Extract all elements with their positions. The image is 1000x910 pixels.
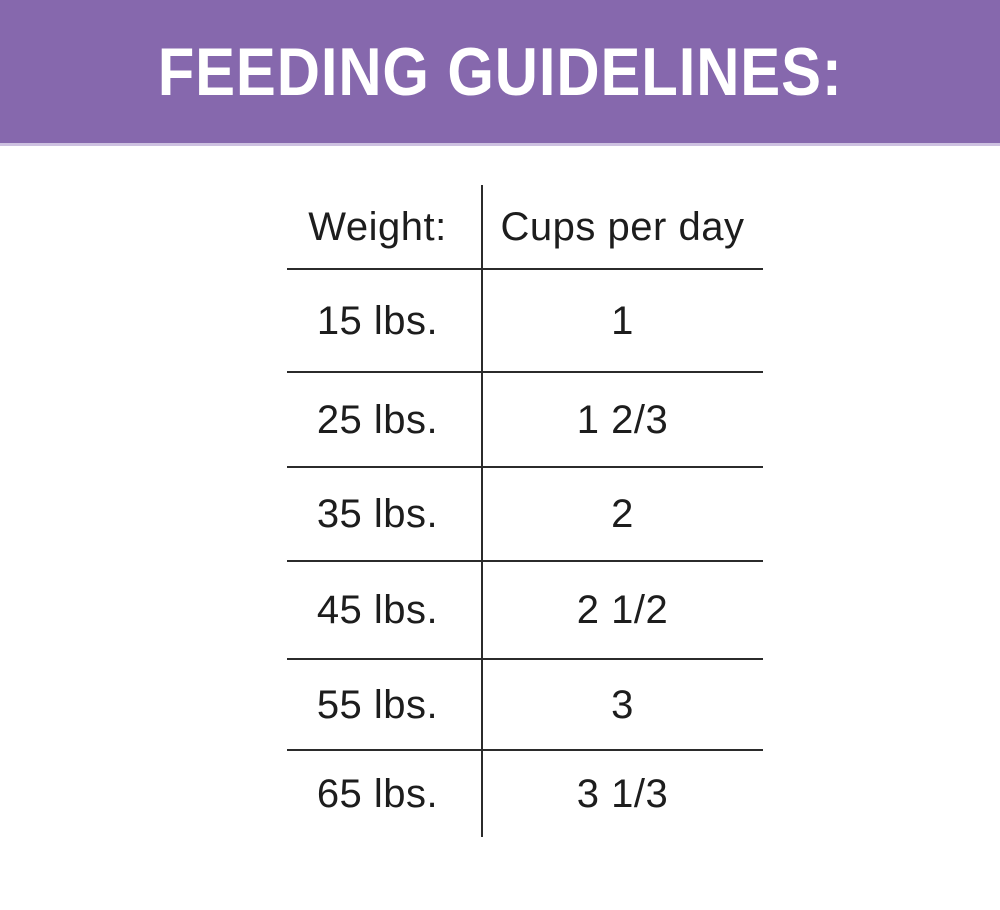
feeding-table: Weight: Cups per day 15 lbs. 1 25 lbs. 1… [287,185,763,837]
cups-value: 2 1/2 [576,588,669,632]
table-row: 25 lbs. 1 2/3 [287,373,763,468]
weight-value: 35 lbs. [316,492,439,536]
weight-value: 15 lbs. [316,298,439,343]
cups-value: 1 [611,298,634,343]
cups-value: 3 1/3 [576,772,669,816]
cups-value: 1 2/3 [576,397,669,442]
column-divider-line [481,185,483,837]
weight-value: 55 lbs. [316,682,439,727]
table-row: 55 lbs. 3 [287,660,763,751]
weight-value: 65 lbs. [316,772,439,816]
cups-value: 3 [611,682,634,727]
header-cups-per-day: Cups per day [500,204,745,249]
weight-value: 45 lbs. [316,588,439,632]
cups-value: 2 [611,492,634,536]
page-title: FEEDING GUIDELINES: [157,33,843,110]
weight-value: 25 lbs. [316,397,439,442]
banner: FEEDING GUIDELINES: [0,0,1000,146]
table-row: 65 lbs. 3 1/3 [287,751,763,837]
table-row: 35 lbs. 2 [287,468,763,562]
table-header-row: Weight: Cups per day [287,185,763,270]
table-row: 45 lbs. 2 1/2 [287,562,763,660]
table-row: 15 lbs. 1 [287,270,763,373]
header-weight: Weight: [308,204,447,249]
